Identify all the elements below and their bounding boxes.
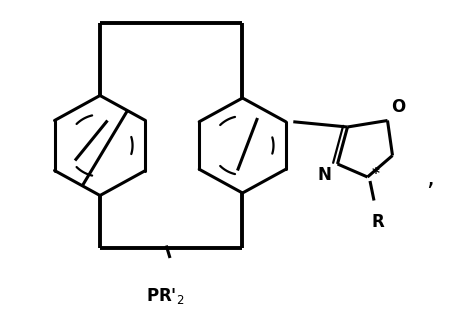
- Text: *: *: [371, 167, 379, 182]
- Text: O: O: [392, 99, 406, 116]
- Text: R: R: [371, 213, 384, 231]
- Text: N: N: [318, 167, 332, 184]
- Text: PR'$_2$: PR'$_2$: [146, 285, 184, 305]
- Text: ,: ,: [426, 166, 434, 190]
